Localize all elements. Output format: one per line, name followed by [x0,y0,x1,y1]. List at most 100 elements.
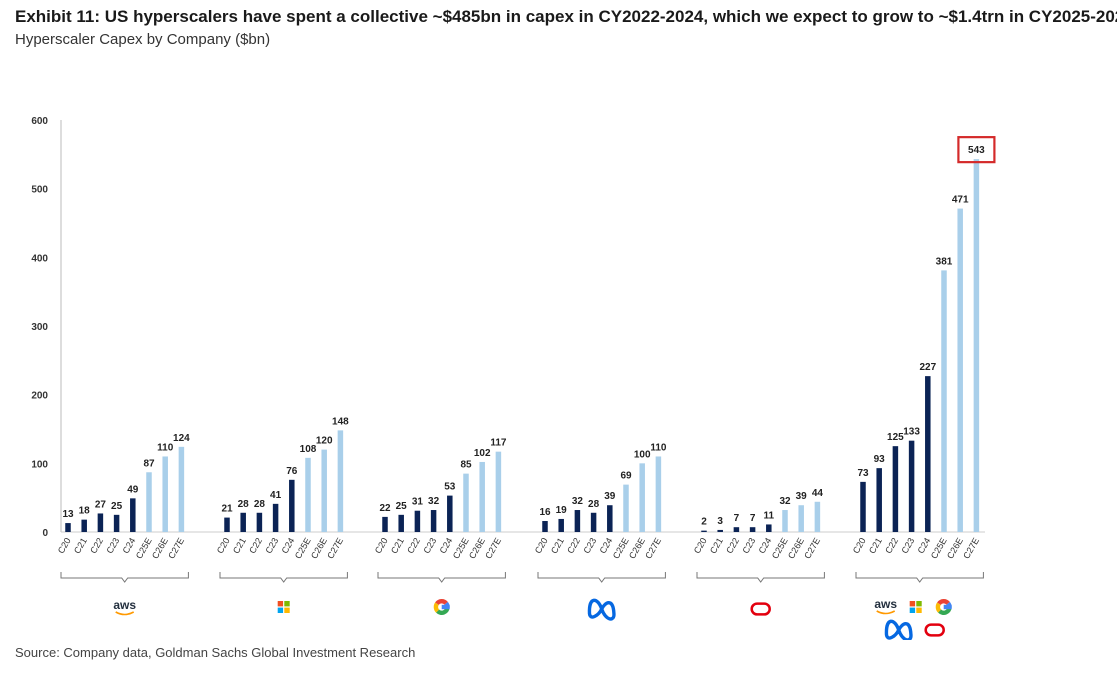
data-label: 11 [764,510,775,521]
group-bracket [696,572,825,583]
data-label: 28 [238,499,250,510]
bar-google-logo-c24 [447,495,453,532]
bar-oracle-logo-c22 [733,527,740,532]
data-label: 148 [332,416,349,427]
bar-google-logo-c21 [398,514,404,532]
x-tick-label: C23 [263,536,280,555]
aws-smile-icon [115,611,135,616]
bar-combined-logos-c27e [973,159,980,532]
bar-aws-logo-c24 [130,498,136,532]
data-label: 32 [779,496,791,507]
data-label: 85 [460,460,472,471]
x-tick-label: C27E [325,536,345,560]
meta-logo-icon [884,619,913,640]
bar-google-logo-c25e [463,473,469,532]
group-bracket [855,572,984,583]
bar-aws-logo-c21 [81,519,87,532]
x-tick-label: C27E [802,536,822,560]
bar-meta-logo-c21 [558,518,564,532]
y-tick-label: 600 [31,116,48,127]
google-logo-arc [937,599,950,606]
bar-aws-logo-c27e [178,446,185,532]
data-label: 543 [968,145,985,156]
y-tick-label: 300 [31,322,48,333]
x-tick-label: C22 [247,536,264,555]
chart-subtitle: Hyperscaler Capex by Company ($bn) [15,31,271,48]
y-tick-label: 100 [31,459,48,470]
data-label: 102 [474,448,491,459]
data-label: 69 [620,471,632,482]
data-label: 3 [717,516,723,527]
source-note: Source: Company data, Goldman Sachs Glob… [15,645,416,660]
data-label: 7 [750,513,756,524]
aws-logo-text: aws [874,597,897,611]
oracle-logo-icon [750,602,771,616]
aws-smile-icon [876,610,896,615]
x-tick-label: C23 [421,536,438,555]
bar-oracle-logo-c24 [766,524,772,532]
aws-logo-text: aws [113,598,136,612]
microsoft-logo-red [909,601,916,607]
data-label: 25 [396,501,408,512]
x-tick-label: C27E [643,536,663,560]
data-label: 25 [111,501,123,512]
x-tick-label: C20 [692,536,709,555]
data-label: 13 [62,509,74,520]
x-tick-label: C22 [883,536,900,555]
x-tick-label: C23 [899,536,916,555]
bar-oracle-logo-c26e [798,505,804,532]
data-label: 44 [812,488,824,499]
bar-aws-logo-c26e [162,456,168,532]
bar-google-logo-c27e [495,451,502,532]
microsoft-logo-blue [909,607,916,613]
oracle-logo-icon [924,623,945,637]
bar-combined-logos-c23 [908,440,915,532]
data-label: 18 [79,506,91,517]
group-bracket [537,572,666,583]
data-label: 21 [221,504,233,515]
data-label: 124 [173,433,190,444]
data-label: 49 [127,484,139,495]
microsoft-logo-blue [277,607,284,613]
meta-logo-icon [587,598,616,621]
bar-oracle-logo-c23 [749,527,756,532]
data-label: 110 [157,442,174,453]
bar-oracle-logo-c27e [814,501,821,532]
bar-combined-logos-c25e [941,270,947,532]
data-label: 120 [316,436,333,447]
group-bracket [377,572,506,583]
bar-microsoft-logo-c26e [321,449,327,532]
bar-google-logo-c22 [414,510,421,532]
microsoft-logo-yellow [284,607,290,613]
data-label: 87 [143,458,155,469]
data-label: 28 [588,499,600,510]
bar-combined-logos-c22 [892,446,899,532]
bar-oracle-logo-c25e [782,510,788,532]
x-tick-label: C22 [88,536,105,555]
bar-meta-logo-c22 [574,510,581,532]
data-label: 227 [919,362,936,373]
bar-microsoft-logo-c24 [289,479,295,532]
data-label: 133 [903,427,920,438]
bar-aws-logo-c22 [97,513,104,532]
x-tick-label: C20 [215,536,232,555]
x-tick-label: C27E [961,536,981,560]
data-label: 381 [936,256,953,267]
data-label: 32 [428,496,440,507]
data-label: 471 [952,195,969,206]
google-logo-arc [935,602,942,613]
bar-aws-logo-c20 [65,523,71,532]
google-logo-bar [943,604,952,610]
data-label: 41 [270,490,282,501]
data-label: 32 [572,496,584,507]
bar-combined-logos-c21 [876,468,882,532]
data-label: 93 [874,454,886,465]
bar-combined-logos-c20 [860,481,866,532]
microsoft-logo-green [916,601,922,607]
data-label: 7 [734,513,740,524]
x-tick-label: C27E [166,536,186,560]
y-tick-label: 0 [42,528,48,539]
microsoft-logo-green [284,601,290,607]
google-logo-bar [441,604,450,610]
data-label: 22 [379,503,391,514]
